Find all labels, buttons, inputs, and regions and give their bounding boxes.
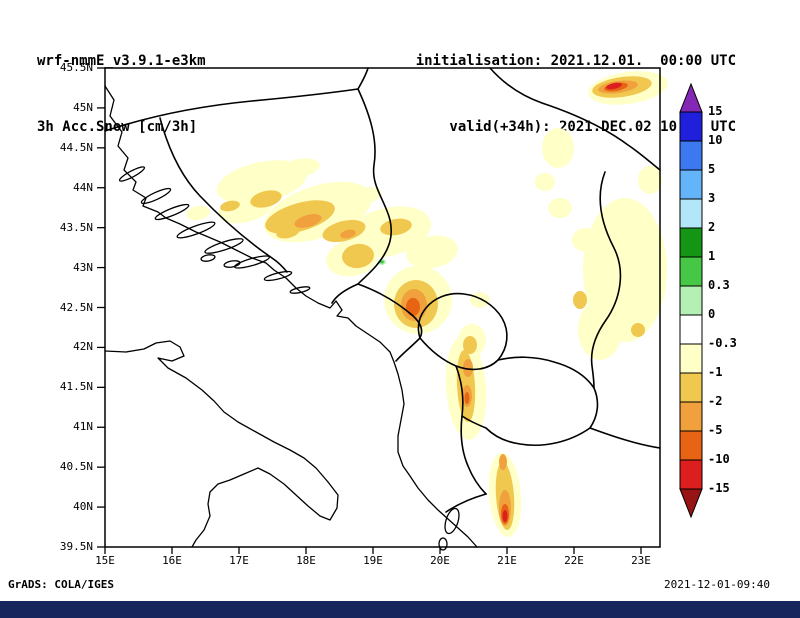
corfu-islands: [438, 507, 460, 551]
colorbar-arrow-bottom: [679, 488, 703, 519]
colorbar-tick-label: -0.3: [708, 336, 737, 350]
colorbar-segment: [679, 198, 703, 229]
border-sava-north: [104, 88, 359, 132]
colorbar-segment: [679, 430, 703, 461]
field-title: 3h Acc.Snow [cm/3h]: [37, 119, 198, 135]
lat-tick-label: 44.5N: [59, 140, 93, 154]
coastlines: [104, 85, 478, 551]
border-serbia-bulgaria: [590, 171, 622, 389]
italy-coast: [104, 340, 339, 548]
colorbar-tick-label: 3: [708, 191, 716, 205]
colorbar-segment: [679, 372, 703, 403]
colorbar-tick-label: -5: [708, 423, 723, 437]
lat-tick-label: 41N: [73, 420, 93, 434]
lat-tick-label: 42N: [73, 340, 93, 354]
lat-tick-label: 42.5N: [59, 300, 93, 314]
lat-tick-label: 45N: [73, 100, 93, 114]
colorbar-segment: [679, 169, 703, 200]
croatian-islands: [118, 166, 311, 294]
colorbar-tick-label: 15: [708, 104, 723, 118]
border-bosnia-west: [159, 117, 288, 273]
colorbar-arrow-top: [679, 82, 703, 113]
border-drina: [357, 88, 392, 285]
colorbar-segment: [679, 314, 703, 345]
colorbar-tick-label: -2: [708, 394, 723, 408]
border-greece-east: [589, 427, 661, 449]
country-borders: [104, 67, 661, 513]
colorbar-tick-label: -10: [708, 452, 730, 466]
lat-tick-label: 45.5N: [59, 61, 93, 74]
border-albania-east: [455, 365, 487, 495]
border-albania-greece: [445, 493, 487, 513]
lon-tick-label: 15E: [95, 554, 115, 567]
colorbar-segment: [679, 459, 703, 490]
grads-credit: GrADS: COLA/IGES: [8, 578, 114, 591]
lon-tick-label: 18E: [296, 554, 316, 567]
colorbar-segment: [679, 343, 703, 374]
lon-tick-label: 19E: [363, 554, 383, 567]
lon-tick-label: 22E: [564, 554, 584, 567]
header-left: wrf-nmmE_v3.9.1-e3km 3h Acc.Snow [cm/3h]: [37, 6, 206, 182]
adriatic-east-coast: [104, 85, 478, 548]
colorbar-segment: [679, 285, 703, 316]
lon-tick-label: 17E: [229, 554, 249, 567]
colorbar-tick-label: 5: [708, 162, 716, 176]
bottom-window-strip: [0, 601, 800, 618]
colorbar-tick-label: -15: [708, 481, 730, 495]
lat-tick-label: 43N: [73, 260, 93, 274]
colorbar-segment: [679, 140, 703, 171]
axis-ticks: [97, 67, 642, 554]
snow-shading: [186, 71, 668, 537]
lon-tick-label: 16E: [162, 554, 182, 567]
lon-tick-label: 21E: [497, 554, 517, 567]
plot-timestamp: 2021-12-01-09:40: [664, 578, 770, 591]
lat-tick-label: 40.5N: [59, 460, 93, 474]
lat-tick-label: 44N: [73, 180, 93, 194]
lon-tick-label: 20E: [430, 554, 450, 567]
colorbar: [679, 82, 703, 519]
model-title: wrf-nmmE_v3.9.1-e3km: [37, 53, 206, 69]
colorbar-tick-label: 1: [708, 249, 716, 263]
lat-tick-label: 41.5N: [59, 380, 93, 394]
colorbar-segment: [679, 401, 703, 432]
init-time: initialisation: 2021.12.01. 00:00 UTC: [415, 53, 736, 69]
lat-tick-label: 39.5N: [59, 540, 93, 553]
lat-tick-label: 40N: [73, 500, 93, 514]
colorbar-segment: [679, 227, 703, 258]
colorbar-segment: [679, 256, 703, 287]
colorbar-tick-label: -1: [708, 365, 723, 379]
border-montenegro: [331, 283, 423, 362]
colorbar-tick-label: 0.3: [708, 278, 730, 292]
colorbar-tick-label: 0: [708, 307, 716, 321]
lat-tick-label: 43.5N: [59, 220, 93, 234]
colorbar-tick-label: 2: [708, 220, 716, 234]
border-danube-romania: [489, 67, 661, 171]
lon-tick-label: 23E: [631, 554, 651, 567]
colorbar-segment: [679, 111, 703, 142]
border-croatia-serbia: [357, 67, 369, 90]
colorbar-tick-label: 10: [708, 133, 723, 147]
